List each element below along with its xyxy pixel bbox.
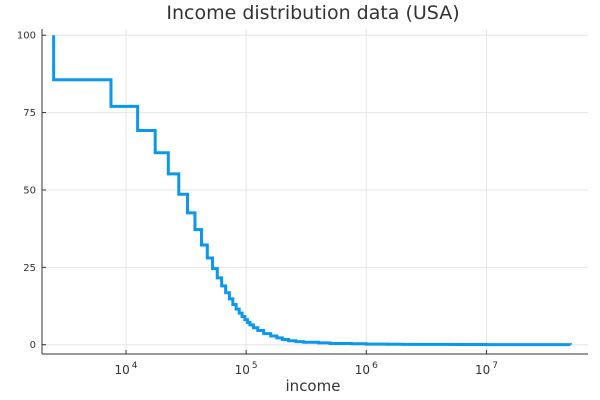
y-tick-labels: 0 25 50 75 100 <box>17 31 36 352</box>
y-tick-label: 50 <box>23 185 36 196</box>
y-tick-label: 75 <box>23 108 36 119</box>
series <box>52 35 572 347</box>
axes <box>41 29 588 355</box>
x-axis-label: income <box>286 377 341 395</box>
y-tick-label: 100 <box>17 31 36 42</box>
grid <box>42 29 588 354</box>
x-tick-label: 10 6 <box>355 361 378 377</box>
series-line <box>52 35 572 347</box>
y-tick-label: 25 <box>23 263 36 274</box>
x-tick-label: 10 4 <box>114 361 137 377</box>
y-tick-label: 0 <box>30 340 36 351</box>
x-tick-label: 10 5 <box>235 361 258 377</box>
chart-title: Income distribution data (USA) <box>166 2 459 24</box>
x-tick-label: 10 7 <box>475 361 498 377</box>
x-tick-labels: 10 4 10 5 10 6 10 7 <box>114 361 497 377</box>
